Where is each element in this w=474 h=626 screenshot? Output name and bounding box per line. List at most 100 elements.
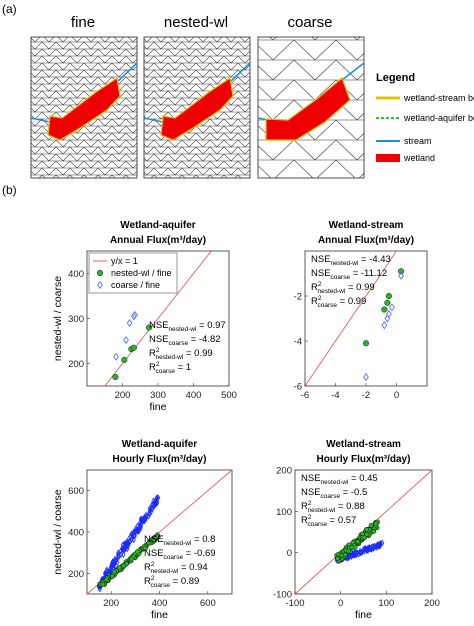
- data-point-coarse: [138, 524, 143, 532]
- legend-box: [88, 252, 178, 294]
- legend-title: Legend: [376, 72, 415, 84]
- data-point-nested: [355, 539, 361, 544]
- legend-entry: y/x = 1: [111, 256, 138, 266]
- data-point-coarse: [125, 539, 130, 547]
- wetland-nested: [160, 76, 234, 141]
- data-point-nested: [398, 268, 405, 275]
- x-tick-label: 300: [150, 390, 166, 401]
- panel-b-label: (b): [2, 183, 17, 197]
- wetland-fine: [47, 76, 121, 141]
- data-point-nested: [112, 569, 118, 575]
- data-point-coarse: [154, 500, 159, 507]
- x-axis-label: fine: [355, 609, 372, 621]
- data-point-coarse: [363, 544, 368, 552]
- data-point-nested: [385, 292, 392, 300]
- data-point-nested: [100, 582, 105, 587]
- data-point-coarse: [363, 373, 369, 381]
- data-point-nested: [130, 344, 137, 351]
- stat-annotation: R2 coarse = 0.99: [311, 295, 366, 309]
- data-point-nested: [104, 576, 109, 582]
- data-point-coarse: [125, 545, 130, 553]
- chart-title: Wetland-aquifer: [122, 439, 197, 450]
- data-point-nested: [109, 574, 115, 579]
- one-to-one-line: [304, 250, 397, 387]
- data-point-coarse: [141, 514, 146, 522]
- data-point-coarse: [377, 542, 382, 550]
- y-tick-label: 600: [68, 486, 84, 497]
- x-axis-label: fine: [151, 609, 168, 621]
- data-point-coarse: [371, 544, 377, 552]
- x-tick-label: -6: [301, 390, 309, 401]
- data-point-coarse: [356, 550, 361, 558]
- chart-subtitle: Hourly Flux(m³/day): [113, 454, 207, 465]
- data-point-coarse: [118, 548, 123, 555]
- data-point-coarse: [139, 517, 144, 525]
- y-tick-label: -6: [294, 382, 302, 393]
- stat-annotation: NSEcoarse = -4.82: [149, 334, 221, 347]
- data-point-nested: [142, 546, 148, 551]
- y-axis-label: nested-wl / coarse: [52, 276, 64, 361]
- data-point-nested: [381, 306, 388, 313]
- chart-subtitle: Annual Flux(m³/day): [110, 235, 206, 246]
- data-point-coarse: [357, 550, 363, 557]
- chart-1: Wetland-stream Annual Flux(m³/day) -6 -4 -2 0…: [294, 220, 428, 401]
- x-tick-label: 400: [152, 598, 168, 609]
- data-point-nested: [384, 299, 391, 306]
- mesh-nested-panel: nested-wl: [143, 14, 251, 179]
- stat-annotation: R2 nested-wl = 0.88: [301, 500, 365, 514]
- y-tick-label: 400: [68, 269, 84, 280]
- stream-fine: [30, 62, 138, 123]
- data-point-coarse: [345, 554, 350, 562]
- y-tick-label: -4: [294, 337, 302, 348]
- data-point-coarse: [123, 336, 129, 345]
- data-point-nested: [146, 324, 153, 331]
- legend-panel-a: Legend wetland-stream boundary wetland-a…: [376, 72, 474, 163]
- y-tick-label: 200: [276, 466, 292, 477]
- mesh-fine-panel: fine: [30, 14, 138, 179]
- data-point-coarse: [126, 319, 133, 327]
- mesh-title-nested-wl: nested-wl: [164, 14, 228, 31]
- data-point-coarse: [115, 559, 120, 566]
- data-point-coarse: [116, 552, 121, 560]
- data-point-coarse: [375, 541, 381, 549]
- data-point-coarse: [121, 551, 126, 559]
- data-point-nested: [342, 552, 348, 558]
- x-tick-label: 400: [186, 390, 202, 401]
- stat-annotation: R2 coarse = 0.57: [301, 514, 356, 528]
- plot-area: [304, 250, 428, 387]
- legend-item-1: wetland-aquifer boundary: [403, 113, 474, 123]
- chart-2: Wetland-aquifer Hourly Flux(m³/day) 200 400…: [52, 439, 233, 621]
- data-point-nested: [121, 356, 128, 363]
- x-tick-label: 0: [338, 598, 343, 609]
- data-point-coarse: [386, 310, 392, 318]
- data-point-nested: [364, 527, 370, 532]
- y-tick-label: 200: [68, 569, 84, 580]
- data-point-coarse: [104, 566, 109, 574]
- mesh-title-fine: fine: [71, 14, 95, 31]
- chart-title: Wetland-stream: [326, 439, 401, 450]
- y-tick-label: 400: [68, 528, 84, 539]
- data-point-coarse: [110, 558, 115, 566]
- panel-a-label: (a): [2, 2, 17, 16]
- chart-legend: y/x = 1 nested-wl / fine coarse / fine: [88, 252, 178, 294]
- data-point-nested: [121, 563, 126, 569]
- stat-annotation: NSEcoarse = -0.5: [301, 487, 367, 500]
- x-tick-label: 500: [221, 390, 237, 401]
- stat-annotation: NSEnested-wl = 0.97: [149, 320, 226, 333]
- data-point-coarse: [130, 530, 135, 538]
- chart-subtitle: Annual Flux(m³/day): [318, 235, 414, 246]
- x-axis-label: fine: [150, 401, 167, 413]
- data-point-nested: [146, 540, 152, 546]
- data-point-coarse: [97, 281, 103, 289]
- data-point-coarse: [147, 507, 153, 514]
- y-tick-label: 100: [276, 507, 292, 518]
- data-point-coarse: [109, 564, 114, 571]
- chart-title: Wetland-stream: [329, 220, 404, 231]
- stream-nested: [143, 62, 251, 123]
- data-point-coarse: [132, 310, 138, 319]
- data-point-nested: [373, 521, 379, 527]
- data-point-coarse: [142, 514, 147, 521]
- x-tick-label: 200: [103, 598, 119, 609]
- x-tick-label: 600: [200, 598, 216, 609]
